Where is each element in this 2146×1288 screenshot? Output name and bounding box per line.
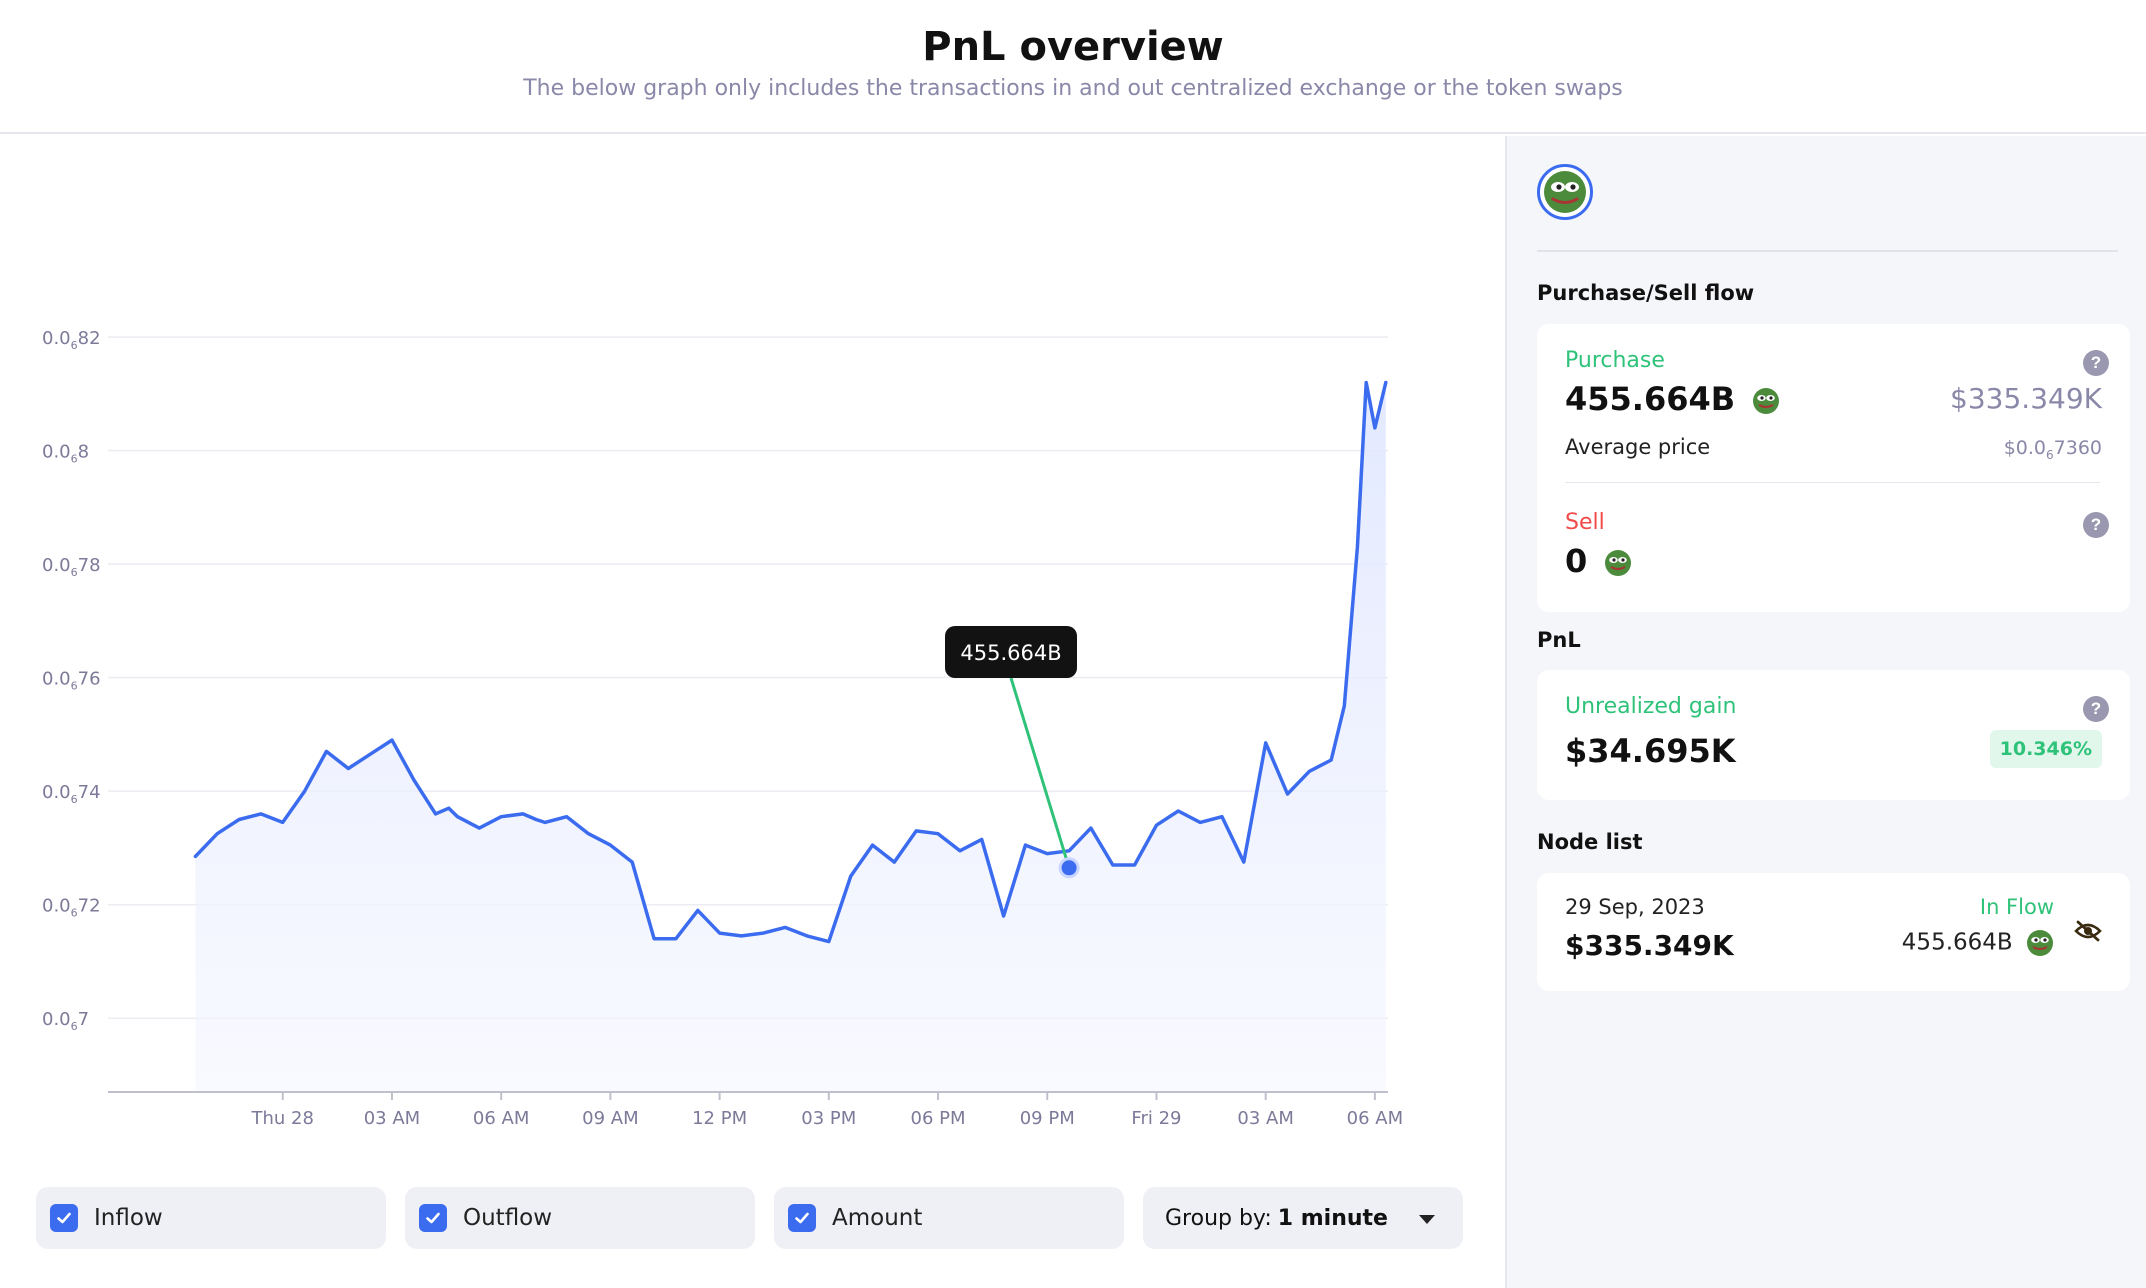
node-amount-value: 455.664B — [1901, 929, 2013, 956]
unrealized-gain-value: $34.695K — [1565, 732, 1736, 770]
x-tick-label: Fri 29 — [1131, 1108, 1181, 1129]
divider — [1537, 250, 2118, 252]
purchase-amount: 455.664B — [1565, 380, 1780, 418]
page-title: PnL overview — [922, 24, 1224, 70]
data-point-marker — [1058, 857, 1080, 879]
chart-area-fill — [195, 382, 1386, 1092]
eye-off-icon[interactable] — [2074, 919, 2102, 943]
x-tick-label: 12 PM — [692, 1108, 747, 1129]
purchase-label: Purchase — [1565, 348, 1665, 373]
series-line — [193, 380, 1388, 944]
purchase-amount-value: 455.664B — [1565, 380, 1736, 418]
chart-series-line — [193, 380, 1388, 944]
check-icon — [788, 1204, 816, 1232]
page-subtitle: The below graph only includes the transa… — [523, 76, 1623, 101]
y-tick-label: 0.0672 — [42, 896, 101, 920]
chart-controls: Inflow Outflow Amount Group by: 1 minute — [0, 1187, 1505, 1249]
group-by-label: Group by: — [1165, 1205, 1272, 1231]
purchase-sell-card: Purchase ? 455.664B $335.349K Average pr… — [1537, 324, 2130, 612]
help-icon[interactable]: ? — [2083, 696, 2109, 722]
inflow-label: Inflow — [94, 1205, 163, 1231]
group-by-select[interactable]: Group by: 1 minute — [1143, 1187, 1463, 1249]
node-list-title: Node list — [1537, 830, 1643, 854]
y-tick-label: 0.0678 — [42, 555, 101, 579]
sell-amount-value: 0 — [1565, 542, 1588, 580]
inflow-checkbox[interactable]: Inflow — [36, 1187, 386, 1249]
caret-down-icon — [1419, 1215, 1435, 1224]
node-list-item[interactable]: 29 Sep, 2023 In Flow $335.349K 455.664B — [1537, 873, 2130, 991]
series-area — [195, 382, 1386, 1092]
check-icon — [50, 1204, 78, 1232]
pnl-card: Unrealized gain ? $34.695K 10.346% — [1537, 670, 2130, 800]
check-icon — [419, 1204, 447, 1232]
x-tick-label: 03 AM — [364, 1108, 420, 1129]
purchase-usd: $335.349K — [1950, 382, 2102, 415]
node-flow-type: In Flow — [1979, 895, 2054, 919]
y-tick-label: 0.0676 — [42, 669, 101, 693]
x-tick-label: Thu 28 — [251, 1108, 314, 1129]
unrealized-gain-percent-badge: 10.346% — [1989, 730, 2102, 768]
chart-tooltip-group: 455.664B — [945, 626, 1080, 879]
unrealized-gain-label: Unrealized gain — [1565, 694, 1737, 719]
pnl-title: PnL — [1537, 628, 1581, 652]
x-tick-label: 03 AM — [1237, 1108, 1293, 1129]
node-usd-value: $335.349K — [1565, 929, 1734, 962]
y-tick-label: 0.0674 — [42, 782, 101, 806]
page-header: PnL overview The below graph only includ… — [0, 0, 2146, 134]
side-panel: Purchase/Sell flow Purchase ? 455.664B $… — [1505, 136, 2146, 1288]
x-tick-label: 06 AM — [1347, 1108, 1403, 1129]
frog-token-icon — [1544, 171, 1586, 213]
average-price-value: $0.067360 — [2003, 437, 2102, 462]
x-tick-label: 03 PM — [801, 1108, 856, 1129]
y-tick-label: 0.068 — [42, 442, 89, 466]
token-avatar[interactable] — [1537, 164, 1593, 220]
average-price-label: Average price — [1565, 435, 1711, 459]
x-tick-label: 09 AM — [582, 1108, 638, 1129]
chart-x-axis: Thu 28 03 AM 06 AM 09 AM 12 PM 03 PM 06 PM 09 P… — [108, 1091, 1403, 1129]
node-date: 29 Sep, 2023 — [1565, 895, 1705, 919]
chart-panel: Thu 28 03 AM 06 AM 09 AM 12 PM 03 PM 06 PM 09 P… — [0, 136, 1505, 1288]
sell-label: Sell — [1565, 510, 1605, 535]
x-tick-label: 09 PM — [1020, 1108, 1075, 1129]
chart-y-axis: 0.067 0.0672 0.0674 0.0676 0.0678 0.068 0.0682 — [42, 328, 101, 1033]
y-tick-label: 0.0682 — [42, 328, 101, 352]
tooltip-box — [945, 626, 1077, 678]
tooltip-label: 455.664B — [960, 641, 1061, 665]
divider — [1565, 482, 2100, 483]
node-amount: 455.664B — [1902, 929, 2054, 957]
frog-token-icon — [1753, 388, 1780, 414]
group-by-value: 1 minute — [1277, 1205, 1388, 1231]
outflow-checkbox[interactable]: Outflow — [405, 1187, 755, 1249]
amount-checkbox[interactable]: Amount — [774, 1187, 1124, 1249]
tooltip-connector — [1009, 677, 1071, 869]
amount-label: Amount — [832, 1205, 923, 1231]
frog-token-icon — [1605, 550, 1632, 576]
sell-amount: 0 — [1565, 542, 1632, 580]
purchase-sell-flow-title: Purchase/Sell flow — [1537, 281, 1755, 305]
y-tick-label: 0.067 — [42, 1009, 89, 1033]
x-tick-label: 06 PM — [911, 1108, 966, 1129]
help-icon[interactable]: ? — [2083, 350, 2109, 376]
outflow-label: Outflow — [463, 1205, 553, 1231]
help-icon[interactable]: ? — [2083, 512, 2109, 538]
pnl-chart[interactable]: Thu 28 03 AM 06 AM 09 AM 12 PM 03 PM 06 PM 09 P… — [0, 136, 1505, 1136]
x-tick-label: 06 AM — [473, 1108, 529, 1129]
frog-token-icon — [2027, 930, 2053, 956]
